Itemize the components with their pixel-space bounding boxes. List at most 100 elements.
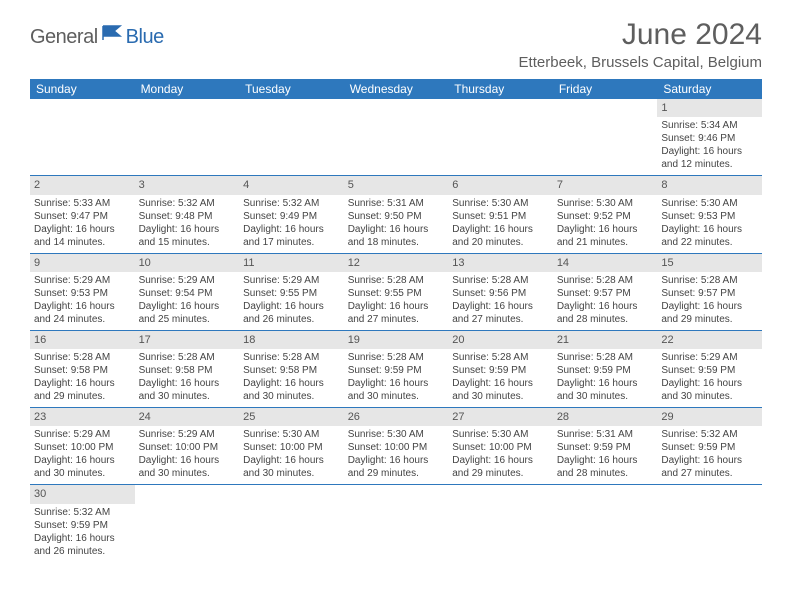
day-number: 7	[553, 176, 658, 194]
calendar-row: 9Sunrise: 5:29 AMSunset: 9:53 PMDaylight…	[30, 253, 762, 330]
cell-details: Sunrise: 5:30 AMSunset: 9:53 PMDaylight:…	[661, 197, 758, 249]
calendar-cell: 4Sunrise: 5:32 AMSunset: 9:49 PMDaylight…	[239, 176, 344, 253]
day-number: 12	[344, 254, 449, 272]
cell-details: Sunrise: 5:29 AMSunset: 10:00 PMDaylight…	[34, 428, 131, 480]
day-number: 28	[553, 408, 658, 426]
calendar-cell	[657, 485, 762, 562]
calendar-cell: 24 Sunrise: 5:29 AMSunset: 10:00 PMDaylig…	[135, 408, 240, 485]
day-header: Monday	[135, 79, 240, 99]
calendar-cell: 22 Sunrise: 5:29 AMSunset: 9:59 PMDayligh…	[657, 330, 762, 407]
month-title: June 2024	[519, 18, 762, 52]
day-number: 24	[135, 408, 240, 426]
brand-logo: General Blue	[30, 24, 164, 51]
calendar-cell	[239, 99, 344, 176]
cell-details: Sunrise: 5:28 AMSunset: 9:59 PMDaylight:…	[452, 351, 549, 403]
day-number: 18	[239, 331, 344, 349]
calendar-cell: 7 Sunrise: 5:30 AMSunset: 9:52 PMDaylight…	[553, 176, 658, 253]
day-header-row: SundayMondayTuesdayWednesdayThursdayFrid…	[30, 79, 762, 99]
day-header: Saturday	[657, 79, 762, 99]
calendar-cell: 30 Sunrise: 5:32 AMSunset: 9:59 PMDayligh…	[30, 485, 135, 562]
cell-details: Sunrise: 5:28 AMSunset: 9:58 PMDaylight:…	[243, 351, 340, 403]
location: Etterbeek, Brussels Capital, Belgium	[519, 54, 762, 71]
cell-details: Sunrise: 5:28 AMSunset: 9:56 PMDaylight:…	[452, 274, 549, 326]
calendar-cell: 21 Sunrise: 5:28 AMSunset: 9:59 PMDayligh…	[553, 330, 658, 407]
calendar-cell: 17Sunrise: 5:28 AMSunset: 9:58 PMDayligh…	[135, 330, 240, 407]
day-number: 29	[657, 408, 762, 426]
calendar-cell: 3Sunrise: 5:32 AMSunset: 9:48 PMDaylight…	[135, 176, 240, 253]
calendar-row: 23Sunrise: 5:29 AMSunset: 10:00 PMDaylig…	[30, 408, 762, 485]
calendar-cell: 16 Sunrise: 5:28 AMSunset: 9:58 PMDayligh…	[30, 330, 135, 407]
calendar-cell	[135, 99, 240, 176]
cell-details: Sunrise: 5:30 AMSunset: 9:51 PMDaylight:…	[452, 197, 549, 249]
calendar-cell: 26 Sunrise: 5:30 AMSunset: 10:00 PMDaylig…	[344, 408, 449, 485]
cell-details: Sunrise: 5:28 AMSunset: 9:55 PMDaylight:…	[348, 274, 445, 326]
day-number: 16	[30, 331, 135, 349]
day-number: 30	[30, 485, 135, 503]
cell-details: Sunrise: 5:28 AMSunset: 9:59 PMDaylight:…	[557, 351, 654, 403]
title-block: June 2024 Etterbeek, Brussels Capital, B…	[519, 18, 762, 71]
cell-details: Sunrise: 5:29 AMSunset: 9:59 PMDaylight:…	[661, 351, 758, 403]
calendar-cell	[30, 99, 135, 176]
day-number: 15	[657, 254, 762, 272]
cell-details: Sunrise: 5:28 AMSunset: 9:58 PMDaylight:…	[34, 351, 131, 403]
calendar-table: SundayMondayTuesdayWednesdayThursdayFrid…	[30, 79, 762, 562]
day-number: 23	[30, 408, 135, 426]
day-number: 2	[30, 176, 135, 194]
calendar-cell: 13 Sunrise: 5:28 AMSunset: 9:56 PMDayligh…	[448, 253, 553, 330]
cell-details: Sunrise: 5:30 AMSunset: 10:00 PMDaylight…	[348, 428, 445, 480]
day-number: 14	[553, 254, 658, 272]
cell-details: Sunrise: 5:28 AMSunset: 9:59 PMDaylight:…	[348, 351, 445, 403]
calendar-cell: 23 Sunrise: 5:29 AMSunset: 10:00 PMDaylig…	[30, 408, 135, 485]
calendar-cell	[239, 485, 344, 562]
calendar-row: 16Sunrise: 5:28 AMSunset: 9:58 PMDayligh…	[30, 330, 762, 407]
day-number: 20	[448, 331, 553, 349]
day-number: 6	[448, 176, 553, 194]
cell-details: Sunrise: 5:34 AMSunset: 9:46 PMDaylight:…	[661, 119, 758, 171]
day-number: 21	[553, 331, 658, 349]
calendar-cell: 12 Sunrise: 5:28 AMSunset: 9:55 PMDayligh…	[344, 253, 449, 330]
cell-details: Sunrise: 5:30 AMSunset: 10:00 PMDaylight…	[452, 428, 549, 480]
calendar-cell: 8Sunrise: 5:30 AMSunset: 9:53 PMDaylight…	[657, 176, 762, 253]
calendar-cell: 11 Sunrise: 5:29 AMSunset: 9:55 PMDayligh…	[239, 253, 344, 330]
calendar-cell	[553, 485, 658, 562]
cell-details: Sunrise: 5:28 AMSunset: 9:57 PMDaylight:…	[661, 274, 758, 326]
calendar-cell	[135, 485, 240, 562]
day-number: 19	[344, 331, 449, 349]
cell-details: Sunrise: 5:28 AMSunset: 9:57 PMDaylight:…	[557, 274, 654, 326]
day-header: Sunday	[30, 79, 135, 99]
cell-details: Sunrise: 5:30 AMSunset: 9:52 PMDaylight:…	[557, 197, 654, 249]
day-number: 5	[344, 176, 449, 194]
day-number: 11	[239, 254, 344, 272]
cell-details: Sunrise: 5:30 AMSunset: 10:00 PMDaylight…	[243, 428, 340, 480]
cell-details: Sunrise: 5:28 AMSunset: 9:58 PMDaylight:…	[139, 351, 236, 403]
day-number: 13	[448, 254, 553, 272]
day-number: 4	[239, 176, 344, 194]
calendar-cell: 10Sunrise: 5:29 AMSunset: 9:54 PMDayligh…	[135, 253, 240, 330]
cell-details: Sunrise: 5:31 AMSunset: 9:59 PMDaylight:…	[557, 428, 654, 480]
cell-details: Sunrise: 5:32 AMSunset: 9:59 PMDaylight:…	[34, 506, 131, 558]
calendar-cell: 27 Sunrise: 5:30 AMSunset: 10:00 PMDaylig…	[448, 408, 553, 485]
cell-details: Sunrise: 5:29 AMSunset: 10:00 PMDaylight…	[139, 428, 236, 480]
calendar-cell: 29 Sunrise: 5:32 AMSunset: 9:59 PMDayligh…	[657, 408, 762, 485]
cell-details: Sunrise: 5:31 AMSunset: 9:50 PMDaylight:…	[348, 197, 445, 249]
calendar-cell: 28 Sunrise: 5:31 AMSunset: 9:59 PMDayligh…	[553, 408, 658, 485]
brand-part1: General	[30, 26, 98, 49]
day-number: 27	[448, 408, 553, 426]
calendar-cell: 1 Sunrise: 5:34 AMSunset: 9:46 PMDaylight…	[657, 99, 762, 176]
day-header: Tuesday	[239, 79, 344, 99]
calendar-row: 30 Sunrise: 5:32 AMSunset: 9:59 PMDayligh…	[30, 485, 762, 562]
calendar-cell: 2Sunrise: 5:33 AMSunset: 9:47 PMDaylight…	[30, 176, 135, 253]
calendar-cell: 14 Sunrise: 5:28 AMSunset: 9:57 PMDayligh…	[553, 253, 658, 330]
cell-details: Sunrise: 5:29 AMSunset: 9:55 PMDaylight:…	[243, 274, 340, 326]
day-number: 25	[239, 408, 344, 426]
day-number: 22	[657, 331, 762, 349]
calendar-cell	[344, 485, 449, 562]
day-number: 1	[657, 99, 762, 117]
cell-details: Sunrise: 5:32 AMSunset: 9:59 PMDaylight:…	[661, 428, 758, 480]
day-number: 26	[344, 408, 449, 426]
calendar-cell: 20 Sunrise: 5:28 AMSunset: 9:59 PMDayligh…	[448, 330, 553, 407]
calendar-cell: 19 Sunrise: 5:28 AMSunset: 9:59 PMDayligh…	[344, 330, 449, 407]
cell-details: Sunrise: 5:29 AMSunset: 9:54 PMDaylight:…	[139, 274, 236, 326]
calendar-row: 2Sunrise: 5:33 AMSunset: 9:47 PMDaylight…	[30, 176, 762, 253]
calendar-cell: 5 Sunrise: 5:31 AMSunset: 9:50 PMDaylight…	[344, 176, 449, 253]
